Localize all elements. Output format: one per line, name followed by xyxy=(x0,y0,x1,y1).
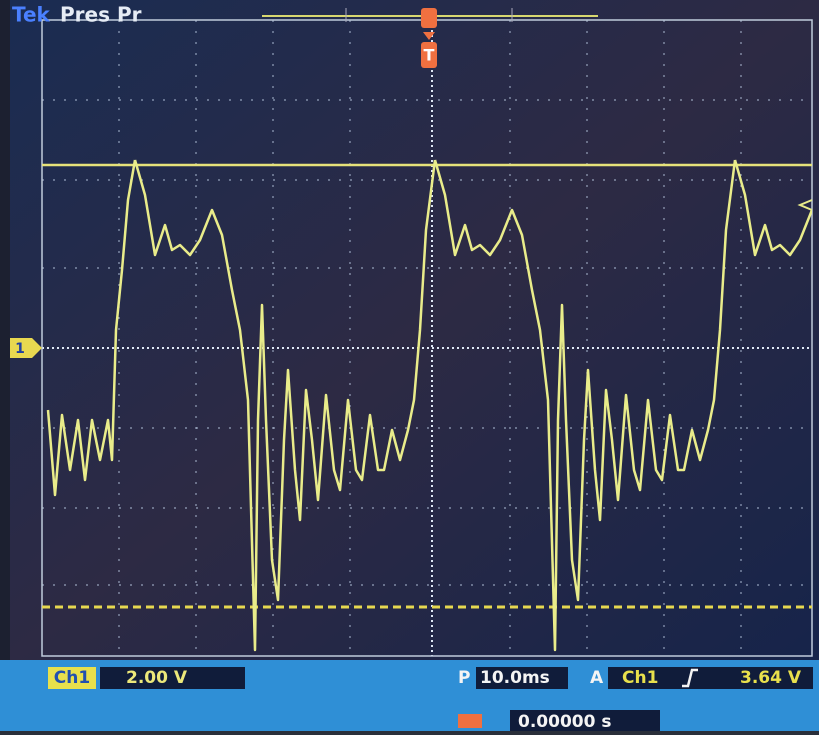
waveform-lead xyxy=(46,159,137,497)
time-prefix: P xyxy=(458,668,470,688)
channel-label: Ch1 xyxy=(54,668,90,688)
trigger-arrow xyxy=(423,32,435,40)
trigger-position-top xyxy=(421,8,437,28)
acquisition-status: Pres Pr xyxy=(60,3,142,27)
graticule xyxy=(42,20,812,656)
trigger-marker-label: T xyxy=(424,46,435,65)
position-icon xyxy=(458,714,482,728)
horizontal-position: 0.00000 s xyxy=(518,712,611,731)
channel-marker-label: 1 xyxy=(15,341,25,357)
brand: Tek xyxy=(12,3,51,27)
scale-box xyxy=(100,667,245,689)
channel-box xyxy=(48,667,96,689)
vertical-scale: 2.00 V xyxy=(126,668,188,688)
time-box xyxy=(476,667,568,689)
trigger-level: 3.64 V xyxy=(740,668,802,688)
trigger-prefix: A xyxy=(590,668,604,688)
trigger-slope-icon xyxy=(682,668,698,688)
trigger-level-arrow xyxy=(797,199,813,211)
trigger-box xyxy=(608,667,813,689)
waveform-period xyxy=(133,159,437,652)
display xyxy=(10,0,819,660)
waveform xyxy=(46,158,812,652)
trigger-marker xyxy=(421,42,437,68)
position-box xyxy=(510,710,660,731)
time-scale: 10.0ms xyxy=(480,668,550,688)
trigger-channel: Ch1 xyxy=(622,668,658,688)
channel-marker xyxy=(10,338,42,358)
